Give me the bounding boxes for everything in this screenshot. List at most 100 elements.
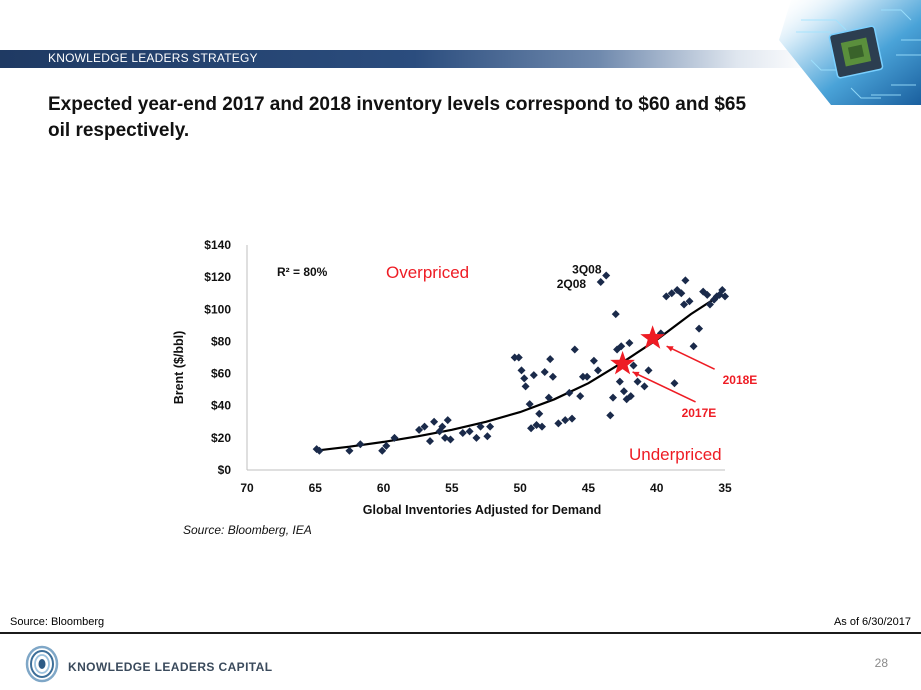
data-point <box>527 424 536 433</box>
x-tick-label: 55 <box>445 481 459 495</box>
data-point <box>633 377 642 386</box>
data-point <box>644 366 653 375</box>
data-point <box>619 387 628 396</box>
x-tick-label: 60 <box>377 481 391 495</box>
data-point <box>589 356 598 365</box>
data-point <box>535 409 544 418</box>
data-point <box>670 379 679 388</box>
data-point <box>705 300 714 309</box>
arrow-2018e <box>666 345 715 370</box>
data-point <box>458 429 467 438</box>
page-number: 28 <box>874 656 888 670</box>
data-point <box>609 393 618 402</box>
data-point <box>685 297 694 306</box>
data-point <box>517 366 526 375</box>
x-tick-label: 70 <box>240 481 254 495</box>
footer-divider <box>0 632 921 634</box>
data-point <box>695 324 704 333</box>
data-point <box>617 342 626 351</box>
data-point <box>520 374 529 383</box>
data-point <box>430 417 439 426</box>
data-point <box>443 416 452 425</box>
y-tick-label: $140 <box>204 238 231 252</box>
y-tick-label: $20 <box>211 431 231 445</box>
data-point <box>382 441 391 450</box>
data-point <box>622 395 631 404</box>
data-point <box>640 382 649 391</box>
data-point <box>667 289 676 298</box>
data-point <box>626 392 635 401</box>
data-point <box>514 353 523 362</box>
data-point <box>615 377 624 386</box>
data-point <box>378 446 387 455</box>
data-point <box>565 388 574 397</box>
x-tick-label: 50 <box>513 481 527 495</box>
chart-container: $0 $20 $40 $60 $80 $100 $120 $140 70 65 60 55 50 45 40… <box>165 232 765 542</box>
data-point <box>677 289 686 298</box>
y-tick-label: $120 <box>204 270 231 284</box>
data-point <box>689 342 698 351</box>
data-point <box>525 400 534 409</box>
data-point <box>718 286 727 294</box>
data-point <box>415 425 424 434</box>
company-logo-icon <box>25 645 59 683</box>
y-tick-label: $80 <box>211 334 231 348</box>
data-point <box>529 371 538 380</box>
data-point <box>606 411 615 420</box>
y-tick-label: $60 <box>211 367 231 381</box>
data-point <box>438 422 447 431</box>
data-point <box>710 295 719 304</box>
underpriced-label: Underpriced <box>629 445 722 464</box>
data-point <box>561 416 570 425</box>
arrow-2017e-shaft <box>632 371 696 403</box>
data-point <box>521 382 530 391</box>
x-tick-label: 35 <box>718 481 732 495</box>
point-label-2q08: 2Q08 <box>557 277 587 291</box>
data-point <box>570 345 579 354</box>
data-point <box>554 419 563 428</box>
data-point <box>576 392 585 401</box>
data-point <box>390 433 399 442</box>
arrow-2018e-shaft <box>666 345 715 370</box>
data-point <box>476 422 485 431</box>
data-point <box>712 292 721 301</box>
section-banner: KNOWLEDGE LEADERS STRATEGY <box>0 50 921 68</box>
arrow-2017e-head <box>632 371 640 378</box>
data-point <box>544 393 553 402</box>
data-point <box>426 437 435 446</box>
data-point <box>662 292 671 301</box>
company-name: KNOWLEDGE LEADERS CAPITAL <box>68 660 273 674</box>
star-2017e-marker <box>610 350 635 375</box>
overpriced-label: Overpriced <box>386 263 469 282</box>
data-point <box>537 422 546 431</box>
data-point <box>483 432 492 441</box>
circuit-chip-image <box>779 0 921 105</box>
data-point <box>568 414 577 423</box>
data-point <box>472 433 481 442</box>
data-point <box>602 271 611 280</box>
y-axis-title: Brent ($/bbl) <box>172 331 186 405</box>
x-axis-title: Global Inventories Adjusted for Demand <box>363 503 601 517</box>
data-point <box>611 310 620 319</box>
headline: Expected year-end 2017 and 2018 inventor… <box>48 94 747 141</box>
footer-as-of-date: As of 6/30/2017 <box>833 616 911 628</box>
x-tick-label: 40 <box>650 481 664 495</box>
r-squared-label: R² = 80% <box>277 265 328 279</box>
data-point <box>680 300 689 309</box>
y-tick-label: $100 <box>204 302 231 316</box>
data-point <box>703 290 712 299</box>
star-label-2018e: 2018E <box>723 373 758 387</box>
footer-source: Source: Bloomberg <box>10 616 105 628</box>
x-tick-label: 65 <box>309 481 323 495</box>
banner-label: KNOWLEDGE LEADERS STRATEGY <box>48 51 258 65</box>
trendline <box>315 295 719 452</box>
data-point <box>315 446 324 455</box>
data-point <box>446 435 455 444</box>
point-label-3q08: 3Q08 <box>572 263 602 277</box>
data-point <box>583 372 592 381</box>
y-tick-label: $40 <box>211 399 231 413</box>
data-point <box>540 367 549 376</box>
data-point <box>681 276 690 285</box>
data-point <box>465 427 474 436</box>
star-label-2017e: 2017E <box>682 406 717 420</box>
